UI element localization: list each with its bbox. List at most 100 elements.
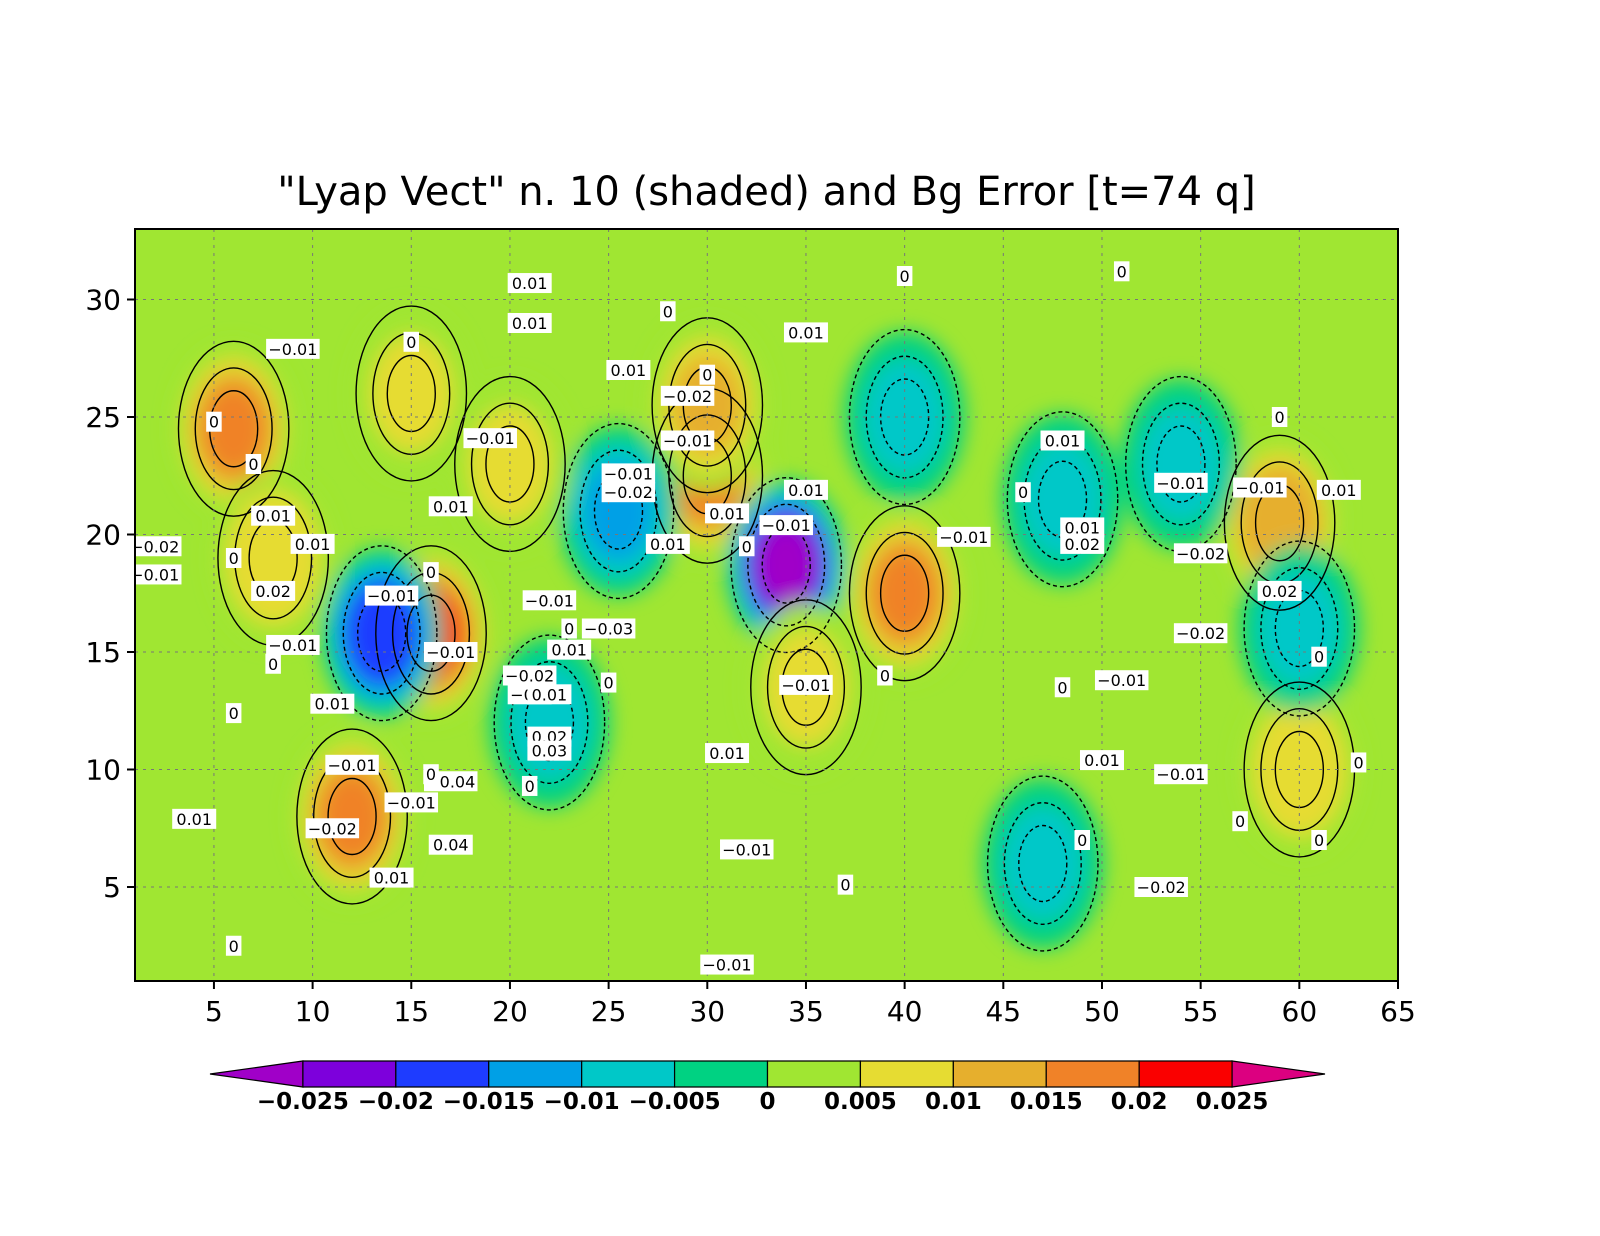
contour-label: 0.01 — [369, 867, 414, 888]
field-blob — [370, 336, 453, 451]
x-tick-label: 35 — [788, 995, 824, 1028]
contour-label-text: −0.01 — [1156, 474, 1205, 493]
contour-label: 0.01 — [290, 533, 335, 554]
contour-label: 0 — [423, 562, 439, 583]
contour-line — [1003, 802, 1082, 926]
contour-label-box — [1232, 811, 1248, 832]
contour-label-box — [527, 740, 572, 761]
contour-label-text: 0 — [1314, 648, 1324, 667]
contour-label-text: 0 — [702, 366, 712, 385]
contour-label-text: −0.01 — [939, 528, 988, 547]
contour-label: 0.01 — [1040, 430, 1085, 451]
contour-label-box — [660, 385, 715, 406]
colorbar-segment — [1231, 1060, 1326, 1088]
contour-label: 0 — [877, 665, 893, 686]
contour-label: 0 — [521, 775, 538, 796]
contour-label: 0 — [896, 266, 913, 286]
x-tick-label: 60 — [1282, 995, 1318, 1028]
contour-label-box — [463, 428, 517, 449]
contour-label: 0 — [837, 874, 854, 895]
contour-label-text: −0.01 — [387, 793, 436, 812]
contour-label-text: 0 — [268, 655, 278, 674]
contour-label: 0 — [225, 935, 242, 956]
contour-label-text: 0.01 — [1064, 518, 1100, 537]
contour-label-box — [601, 463, 656, 484]
contour-label-box — [783, 479, 828, 500]
contour-label: 0 — [1113, 261, 1130, 282]
contour-label-box — [1113, 261, 1130, 282]
contour-label-text: −0.01 — [1235, 479, 1284, 498]
contour-label-text: 0.01 — [709, 744, 745, 763]
contour-label: 0.03 — [527, 740, 572, 761]
contour-label: −0.02 — [1173, 543, 1228, 564]
contour-label: 0.01 — [172, 808, 217, 829]
contour-label-box — [1040, 430, 1085, 451]
field-blob — [1001, 806, 1084, 921]
contour-label: −0.01 — [660, 430, 715, 451]
contour-label-box — [783, 322, 828, 343]
contour-label: −0.01 — [463, 428, 517, 449]
contour-label-text: 0.01 — [374, 869, 410, 888]
contour-label: 0.01 — [783, 322, 828, 343]
colorbar-segment — [766, 1060, 862, 1088]
contour-label-text: −0.01 — [466, 429, 515, 448]
contour-label-text: 0 — [564, 620, 574, 639]
contour-label: −0.02 — [601, 482, 656, 503]
contour-label-box — [423, 764, 439, 785]
contour-line — [1141, 402, 1221, 526]
contour-label-text: −0.01 — [367, 587, 416, 606]
colorbar-label: 0.015 — [1010, 1089, 1083, 1115]
contour-label-box — [521, 775, 538, 796]
contour-label-box — [1311, 646, 1327, 667]
contour-label-text: −0.02 — [1137, 878, 1186, 897]
x-tick-label: 45 — [985, 995, 1021, 1028]
contour-label: 0.01 — [645, 533, 690, 554]
contour-label: 0 — [206, 411, 222, 432]
chart-title: "Lyap Vect" n. 10 (shaded) and Bg Error … — [277, 169, 1256, 215]
contour-line — [562, 422, 675, 600]
contour-label-box — [937, 526, 991, 547]
contour-label: 0.01 — [606, 360, 651, 380]
contour-label: 0 — [245, 454, 262, 474]
contour-label: 0.02 — [1060, 533, 1105, 554]
colorbar-label: 0.01 — [925, 1089, 982, 1115]
contour-label-text: 0 — [426, 765, 436, 784]
contour-label-box — [1154, 764, 1208, 785]
colorbar-segment — [673, 1060, 769, 1088]
y-tick-label: 10 — [85, 754, 121, 787]
contour-label: 0 — [699, 364, 716, 385]
contour-label: 0.01 — [310, 693, 355, 714]
contour-label-box — [1079, 750, 1124, 771]
colorbar-segment — [395, 1060, 490, 1088]
colorbar-label: −0.015 — [443, 1089, 535, 1115]
contour-label: 0.02 — [1257, 580, 1302, 601]
contour-label-text: 0 — [1275, 408, 1285, 427]
contour-label-box — [1257, 580, 1302, 601]
contour-label-text: 0.01 — [551, 641, 587, 660]
contour-label: 0 — [600, 672, 617, 693]
contour-label-box — [290, 533, 335, 554]
contour-label-box — [1233, 477, 1287, 498]
contour-label-text: 0 — [229, 704, 239, 723]
contour-label-box — [1054, 677, 1071, 698]
colorbar-segment — [1045, 1060, 1140, 1088]
contour-label-box — [507, 313, 552, 333]
contour-label: 0 — [225, 703, 242, 724]
contour-label-text: 0.02 — [255, 582, 291, 601]
contour-label: −0.01 — [1154, 764, 1208, 785]
contour-line — [355, 305, 468, 482]
contour-line — [510, 661, 589, 785]
contour-label: 0 — [1054, 677, 1071, 698]
contour-label-text: −0.01 — [762, 516, 811, 535]
contour-label: 0.01 — [705, 503, 750, 524]
contour-label-box — [403, 331, 420, 352]
contour-label-text: −0.02 — [604, 483, 653, 502]
contour-label-box — [1173, 623, 1228, 644]
contour-label: 0 — [423, 764, 439, 785]
contour-label-text: 0.01 — [532, 685, 568, 704]
field-blob — [202, 385, 266, 473]
x-tick-label: 10 — [295, 995, 331, 1028]
contour-label-box — [547, 639, 592, 660]
x-tick-label: 25 — [591, 995, 627, 1028]
plot-frame — [134, 228, 1399, 982]
